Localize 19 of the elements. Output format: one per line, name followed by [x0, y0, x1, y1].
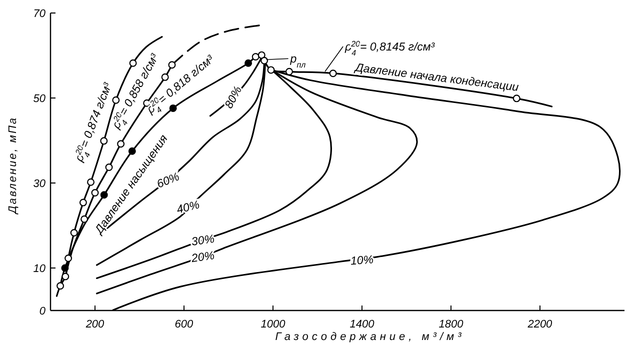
annotation: Давление начала конденсации [352, 62, 520, 94]
x-axis-title: Газосодержание, м³/м³ [275, 331, 465, 343]
y-tick-label: 50 [33, 93, 46, 105]
annotation: 20% [190, 250, 216, 266]
y-axis-title: Давление, мПа [7, 116, 19, 216]
annotation: 10% [350, 254, 374, 268]
annotation: p$_{пл}$ [289, 54, 306, 70]
x-tick-label: 200 [84, 318, 106, 330]
y-tick-label: 30 [33, 178, 46, 190]
y-tick-label: 10 [33, 263, 46, 275]
x-tick-label: 1000 [260, 318, 286, 330]
x-tick-label: 1400 [350, 318, 376, 330]
y-tick-label: 70 [33, 8, 46, 20]
y-tick-label: 0 [39, 306, 46, 318]
x-tick-label: 2200 [526, 318, 554, 330]
x-tick-label: 1800 [438, 318, 464, 330]
annotation: 80% [223, 84, 245, 111]
x-tick-label: 600 [174, 318, 194, 330]
annotation: 40% [176, 199, 201, 216]
